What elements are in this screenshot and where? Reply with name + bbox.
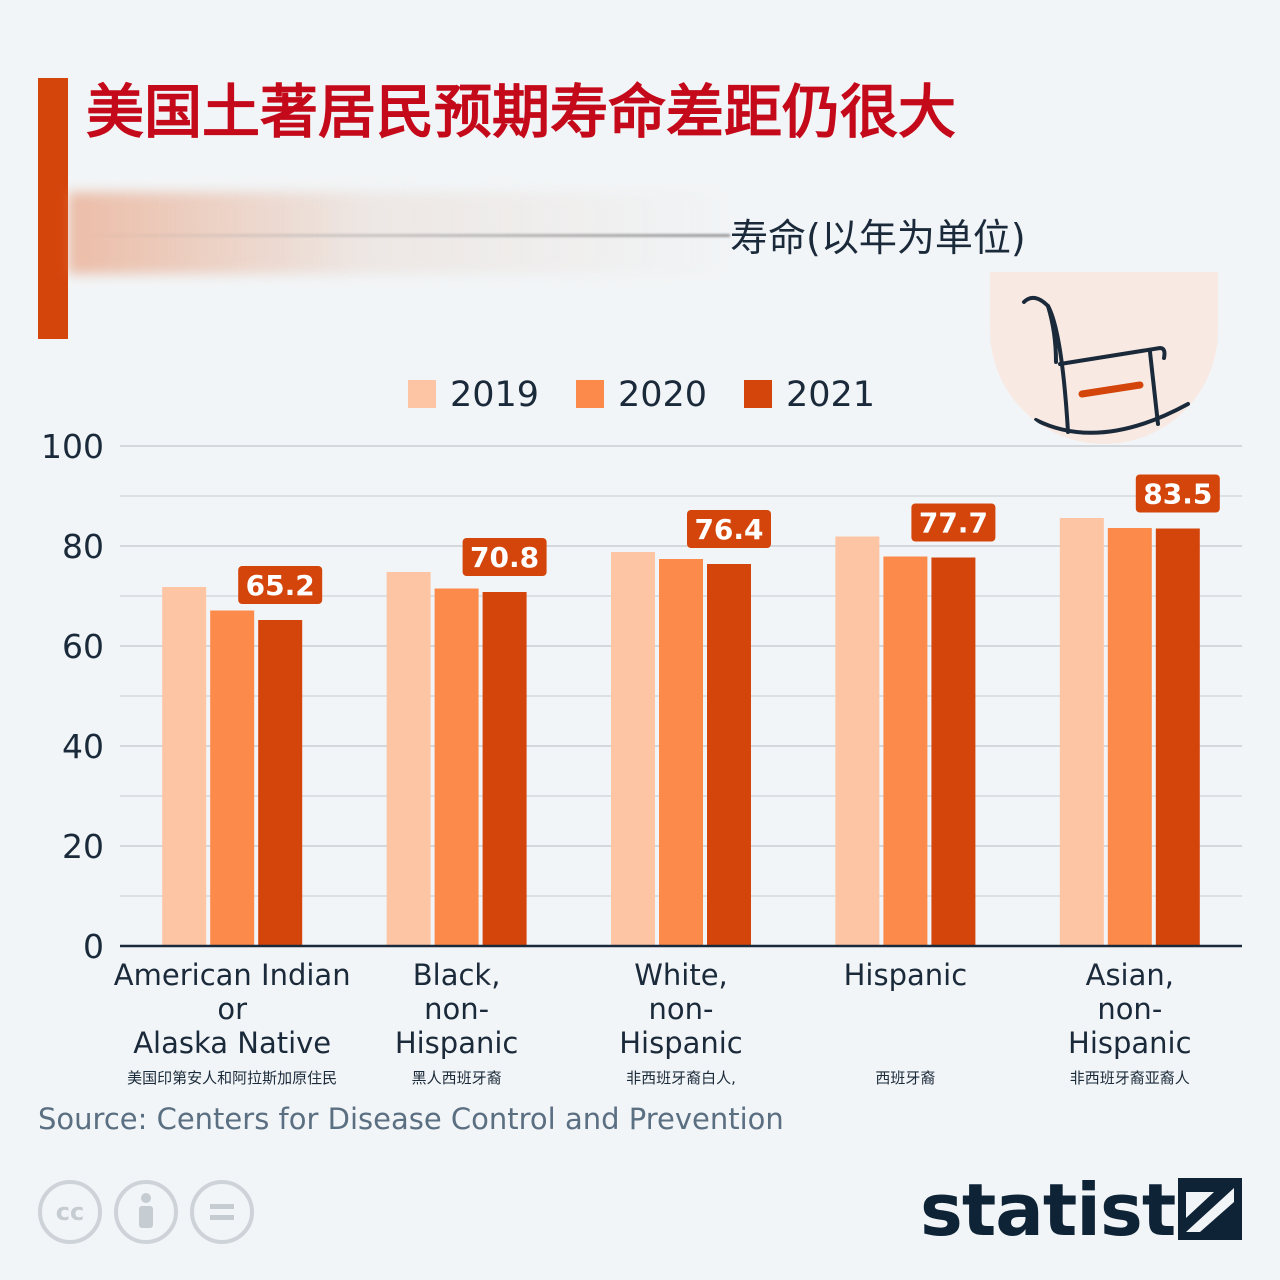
cc-icon: cc: [38, 1180, 102, 1244]
y-tick-label: 0: [83, 927, 104, 966]
bar: [162, 587, 207, 946]
bar: [835, 536, 880, 946]
data-label: 70.8: [470, 541, 539, 574]
accent-bar: [38, 78, 68, 339]
bar: [258, 620, 303, 946]
bar: [883, 556, 928, 946]
data-label-box: [687, 510, 771, 548]
x-category-sublabel: 美国印第安人和阿拉斯加原住民: [127, 1069, 338, 1087]
y-tick-label: 40: [62, 727, 104, 766]
x-category-label: White, non- Hispanic: [619, 958, 743, 1060]
data-label: 65.2: [246, 569, 315, 602]
x-category-label: Hispanic: [843, 958, 968, 992]
x-category-label: American Indian or Alaska Native: [113, 958, 351, 1060]
x-category-sublabel: 西班牙裔: [875, 1069, 936, 1087]
bar: [659, 559, 703, 946]
bar: [434, 588, 479, 946]
bar: [1107, 528, 1152, 946]
bar: [210, 610, 255, 946]
bar: [386, 572, 431, 946]
data-label: 76.4: [694, 513, 763, 546]
bar: [1059, 518, 1104, 946]
decorative-line: [80, 234, 730, 237]
brand-logo: statista: [920, 1168, 1224, 1252]
legend-swatch: [576, 380, 604, 408]
data-label-box: [238, 566, 323, 604]
legend-label: 2020: [618, 375, 707, 415]
data-label: 83.5: [1143, 478, 1212, 511]
data-label: 77.7: [919, 507, 988, 540]
bar: [611, 552, 655, 946]
bar: [707, 564, 751, 946]
y-tick-label: 100: [41, 427, 104, 466]
x-category-sublabel: 非西班牙裔白人,: [626, 1069, 736, 1087]
no-derivatives-icon: [190, 1180, 254, 1244]
x-category-label: Asian, non- Hispanic: [1068, 958, 1192, 1060]
statista-mark-icon: [1178, 1178, 1242, 1240]
x-category-label: Black, non- Hispanic: [394, 958, 519, 1060]
legend-swatch: [408, 380, 436, 408]
legend-label: 2019: [450, 375, 539, 415]
legend-label: 2021: [786, 375, 875, 415]
data-label-box: [911, 503, 996, 542]
bar: [482, 592, 527, 946]
bar-chart: 0 20 40 60 80 100 65.2 70.8 76.4 77.7 83.5 2019 2020…: [41, 375, 1242, 966]
y-tick-label: 80: [62, 527, 104, 566]
legend-swatch: [744, 380, 772, 408]
attribution-icon: [114, 1180, 178, 1244]
y-tick-label: 20: [62, 827, 104, 866]
bar: [931, 557, 976, 946]
chart-title: 美国土著居民预期寿命差距仍很大: [86, 78, 957, 146]
source-note: Source: Centers for Disease Control and …: [38, 1102, 784, 1136]
chart-subtitle: 寿命(以年为单位): [730, 216, 1026, 260]
x-category-sublabel: 非西班牙裔亚裔人: [1069, 1069, 1190, 1087]
y-tick-label: 60: [62, 627, 104, 666]
data-label-box: [1135, 474, 1220, 513]
data-label-box: [462, 538, 547, 576]
x-category-sublabel: 黑人西班牙裔: [411, 1069, 502, 1087]
bar: [1155, 528, 1200, 946]
decorative-blur: [68, 192, 738, 274]
